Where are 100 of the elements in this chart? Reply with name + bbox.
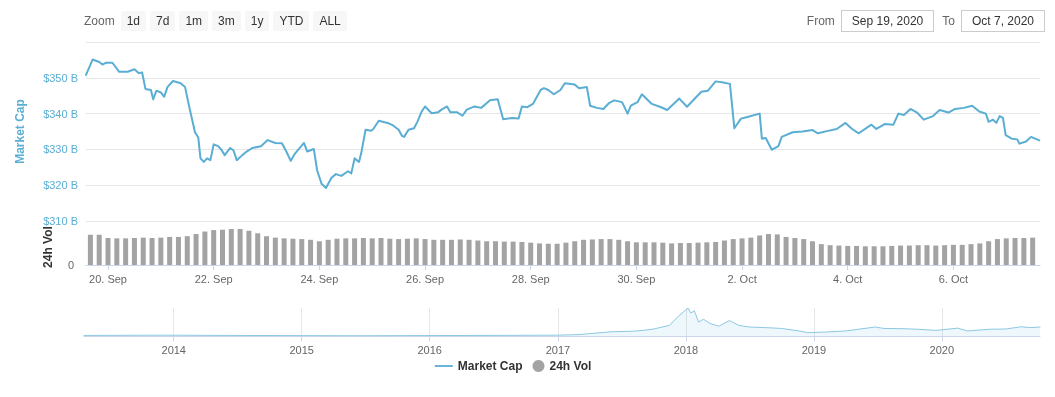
bar [387,238,393,265]
bar [721,240,727,265]
bar [316,241,322,265]
bar [211,230,217,265]
bar [519,241,525,265]
bar [968,244,974,265]
bar [308,239,314,265]
x-tick-label: 2018 [673,343,699,356]
bar [889,245,895,265]
bar [272,237,278,265]
bar [193,234,199,265]
bar [228,229,234,265]
bar [369,238,375,265]
bar [299,239,305,265]
bar [942,245,948,265]
bar [1003,238,1009,265]
y-axis-title: 24h Vol [41,226,55,268]
bar [836,245,842,265]
bar [343,238,349,265]
bar [713,241,719,265]
bar [352,238,358,265]
bar [281,238,287,265]
bar [396,239,402,265]
text: Zoom [84,14,115,28]
legend-label: Market Cap [457,359,523,373]
bar [1030,237,1036,265]
bar [448,239,454,265]
bar [589,239,595,265]
bar [149,238,155,265]
bar [959,244,965,265]
x-tick-label: 2020 [929,343,955,356]
bar [642,242,648,265]
x-tick-label: 2016 [417,343,442,356]
text: 1y [244,11,270,31]
y-tick-label: $350 B [43,71,78,84]
bar [677,243,683,265]
bar [123,238,129,265]
bar [360,238,366,265]
text: ALL [313,11,347,31]
bar [616,239,622,265]
bar [96,234,102,265]
text: From [806,14,835,28]
bar [87,234,93,265]
bar [184,236,190,265]
bar [378,238,384,265]
bar [686,243,692,265]
bar [290,238,296,265]
line-series [85,58,1041,190]
bar [510,241,516,265]
bar [757,235,763,265]
bar [827,245,833,265]
bar [325,239,331,265]
bar [105,238,111,265]
bar [801,239,807,265]
x-tick-label: 2. Oct [727,272,757,285]
bar [457,239,463,265]
bar [607,239,613,265]
bar [669,243,675,265]
text: To [942,14,955,28]
x-tick-label: 20. Sep [89,272,127,285]
bar [898,245,904,265]
bar [413,238,419,265]
bar [994,239,1000,265]
bar [986,241,992,265]
bar [431,239,437,265]
bar [202,231,208,265]
bar [422,239,428,265]
bar [404,238,410,265]
bar [977,243,983,265]
bar [440,239,446,265]
text: Oct 7, 2020 [960,10,1045,32]
bar [334,238,340,265]
bar [466,239,472,265]
x-tick-label: 30. Sep [617,272,656,285]
bar [140,237,146,265]
legend-label: 24h Vol [549,359,592,373]
text: 0 [67,259,74,271]
bar [783,236,789,265]
y-tick-label: $320 B [43,179,78,192]
bar [246,230,252,265]
y-tick-label: $310 B [43,215,78,227]
bar [871,246,877,265]
x-tick-label: 2017 [545,343,571,356]
bar [237,229,243,265]
bar [114,238,120,265]
bar [158,237,164,265]
y-tick-label: $340 B [43,107,78,120]
bar [633,242,639,265]
bar [484,241,490,265]
bar [492,241,498,265]
bar [950,244,956,265]
bar [625,241,631,265]
x-tick-label: 22. Sep [194,272,233,285]
bar [854,245,860,265]
y-tick-label: $330 B [43,143,78,156]
x-tick-label: 6. Oct [938,272,969,285]
bar [537,243,543,265]
text: 7d [150,11,176,31]
bar [501,241,507,265]
text: YTD [273,11,310,31]
